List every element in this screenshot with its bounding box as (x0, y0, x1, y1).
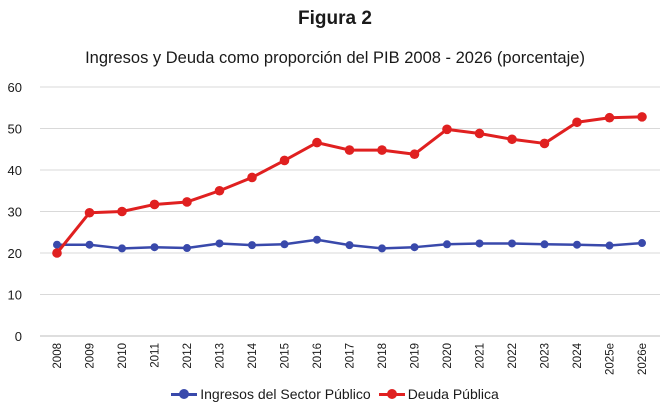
data-point-s0-2019 (410, 243, 419, 252)
data-point-s0-2013 (215, 239, 224, 248)
data-point-s1-2019 (409, 149, 420, 160)
x-tick-label-2014: 2014 (247, 342, 259, 368)
data-point-s1-2009 (84, 207, 95, 218)
x-tick-label-2015: 2015 (280, 343, 292, 369)
x-tick-label-2010: 2010 (117, 343, 129, 369)
legend-item-ingresos: Ingresos del Sector Público (171, 386, 371, 402)
legend-item-deuda: Deuda Pública (378, 386, 499, 402)
x-axis-tick-labels: 2008 2009 2010 2011 2012 2013 2014 2015 2016 2017… (52, 342, 649, 375)
data-point-s1-2017 (344, 145, 355, 155)
data-point-s1-2026e (637, 112, 647, 122)
data-point-s0-2025e (605, 241, 614, 250)
data-point-s1-2021 (474, 128, 485, 139)
data-point-s0-2011 (150, 243, 159, 252)
x-tick-label-2009: 2009 (85, 343, 97, 369)
x-tick-label-2024: 2024 (572, 342, 584, 368)
gridlines (40, 86, 660, 337)
legend-swatch-ingresos (171, 389, 198, 399)
y-tick-label-40: 40 (8, 163, 22, 178)
data-point-s0-2021 (475, 239, 484, 248)
data-point-s0-2008 (53, 240, 61, 249)
data-point-s1-2013 (214, 185, 225, 196)
data-point-s0-2018 (378, 244, 386, 253)
x-tick-label-2016: 2016 (312, 343, 324, 369)
y-tick-label-0: 0 (15, 329, 22, 344)
data-point-s1-2012 (182, 197, 192, 207)
data-point-s0-2015 (280, 240, 289, 249)
data-point-s0-2024 (573, 240, 581, 249)
data-point-s0-2010 (118, 244, 126, 253)
data-point-s1-2011 (149, 199, 160, 210)
legend-label-deuda: Deuda Pública (407, 386, 499, 402)
chart-title: Ingresos y Deuda como proporción del PIB… (85, 49, 585, 67)
x-tick-label-2017: 2017 (345, 343, 357, 369)
data-point-s1-2025e (604, 112, 615, 123)
x-tick-label-2013: 2013 (215, 343, 227, 369)
y-tick-label-10: 10 (8, 288, 22, 303)
data-point-s0-2009 (85, 240, 94, 249)
y-tick-label-20: 20 (8, 246, 22, 261)
x-tick-label-2026e: 2026e (637, 343, 649, 375)
figure-label: Figura 2 (298, 8, 372, 29)
y-axis-tick-labels: 0 10 20 30 40 50 60 (8, 80, 22, 344)
data-point-s1-2015 (279, 155, 290, 166)
series-line-1 (55, 115, 643, 254)
data-point-s0-2016 (313, 235, 321, 244)
data-point-s1-2022 (507, 134, 517, 145)
data-point-s1-2020 (442, 124, 452, 135)
x-tick-label-2022: 2022 (507, 343, 519, 369)
data-point-s0-2023 (540, 240, 549, 249)
data-point-s0-2014 (248, 241, 256, 250)
x-tick-label-2020: 2020 (442, 343, 454, 369)
y-tick-label-60: 60 (8, 80, 22, 95)
data-point-s1-2008 (52, 248, 62, 258)
data-point-s0-2017 (345, 241, 354, 250)
data-point-s0-2022 (508, 239, 516, 248)
x-tick-label-2025e: 2025e (605, 343, 617, 375)
x-tick-label-2008: 2008 (52, 343, 64, 369)
x-tick-label-2023: 2023 (540, 343, 552, 369)
y-tick-label-30: 30 (8, 205, 22, 220)
legend: Ingresos del Sector Público Deuda Públic… (0, 386, 670, 402)
x-tick-label-2012: 2012 (182, 343, 194, 369)
data-point-s1-2018 (377, 145, 387, 155)
y-tick-label-50: 50 (8, 122, 22, 137)
x-tick-label-2019: 2019 (410, 343, 422, 369)
data-point-s1-2010 (117, 206, 127, 217)
x-tick-label-2018: 2018 (377, 343, 389, 369)
data-point-s1-2023 (539, 138, 550, 149)
data-point-s0-2012 (183, 244, 191, 253)
legend-label-ingresos: Ingresos del Sector Público (200, 386, 371, 402)
data-point-s0-2026e (638, 239, 646, 248)
data-point-s1-2024 (572, 117, 582, 128)
data-point-s1-2016 (312, 137, 322, 148)
x-tick-label-2021: 2021 (475, 343, 487, 369)
series-layer (52, 112, 647, 258)
data-point-s1-2014 (247, 172, 257, 183)
x-tick-label-2011: 2011 (150, 343, 162, 368)
data-point-s0-2020 (443, 240, 451, 249)
legend-swatch-deuda (378, 389, 405, 399)
